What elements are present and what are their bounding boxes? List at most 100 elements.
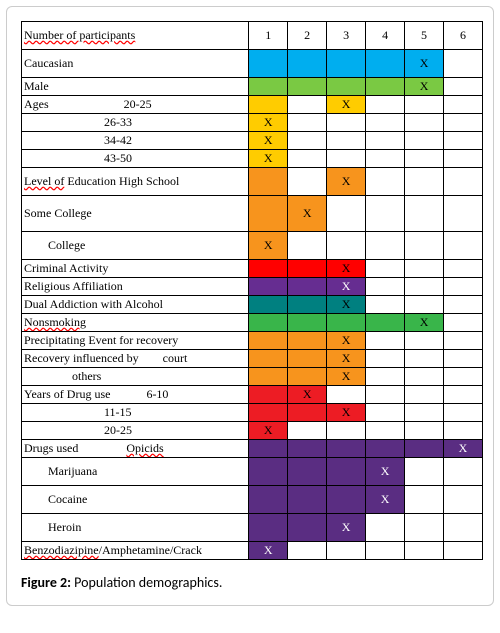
cell bbox=[366, 368, 405, 386]
cell bbox=[366, 542, 405, 560]
cell: X bbox=[444, 440, 483, 458]
cell bbox=[327, 422, 366, 440]
cell bbox=[288, 150, 327, 168]
row-label: 20-25 bbox=[22, 422, 249, 440]
cell bbox=[249, 96, 288, 114]
cell bbox=[444, 332, 483, 350]
cell bbox=[405, 386, 444, 404]
cell bbox=[249, 314, 288, 332]
cell: X bbox=[327, 368, 366, 386]
cell bbox=[327, 386, 366, 404]
cell: X bbox=[249, 232, 288, 260]
table-row: othersX bbox=[22, 368, 483, 386]
cell bbox=[405, 132, 444, 150]
cell bbox=[288, 50, 327, 78]
cell bbox=[366, 386, 405, 404]
cell bbox=[288, 368, 327, 386]
cell bbox=[288, 232, 327, 260]
table-row: 26-33X bbox=[22, 114, 483, 132]
cell: X bbox=[249, 150, 288, 168]
cell bbox=[249, 514, 288, 542]
cell: X bbox=[288, 386, 327, 404]
cell bbox=[327, 150, 366, 168]
cell bbox=[288, 260, 327, 278]
cell bbox=[366, 114, 405, 132]
cell bbox=[249, 50, 288, 78]
cell: X bbox=[405, 314, 444, 332]
cell bbox=[249, 486, 288, 514]
cell bbox=[288, 168, 327, 196]
cell: 4 bbox=[366, 22, 405, 50]
cell bbox=[366, 314, 405, 332]
cell bbox=[327, 50, 366, 78]
cell bbox=[327, 314, 366, 332]
cell: 5 bbox=[405, 22, 444, 50]
cell bbox=[366, 96, 405, 114]
cell bbox=[405, 422, 444, 440]
table-row: 20-25X bbox=[22, 422, 483, 440]
cell bbox=[366, 168, 405, 196]
cell bbox=[405, 368, 444, 386]
cell: X bbox=[249, 542, 288, 560]
row-label: Precipitating Event for recovery bbox=[22, 332, 249, 350]
table-row: 34-42X bbox=[22, 132, 483, 150]
table-row: Dual Addiction with AlcoholX bbox=[22, 296, 483, 314]
cell bbox=[405, 486, 444, 514]
table-row: MarijuanaX bbox=[22, 458, 483, 486]
cell bbox=[444, 114, 483, 132]
cell: X bbox=[249, 422, 288, 440]
cell bbox=[327, 132, 366, 150]
row-label: Heroin bbox=[22, 514, 249, 542]
cell bbox=[288, 404, 327, 422]
figure-card: Number of participants123456CaucasianXMa… bbox=[6, 6, 494, 606]
cell bbox=[288, 458, 327, 486]
cell bbox=[249, 404, 288, 422]
cell bbox=[444, 514, 483, 542]
cell bbox=[249, 296, 288, 314]
cell: X bbox=[327, 404, 366, 422]
cell: X bbox=[366, 486, 405, 514]
cell bbox=[249, 78, 288, 96]
cell bbox=[366, 350, 405, 368]
cell bbox=[366, 78, 405, 96]
cell bbox=[405, 404, 444, 422]
cell: X bbox=[327, 332, 366, 350]
cell bbox=[366, 232, 405, 260]
cell bbox=[444, 132, 483, 150]
cell bbox=[288, 314, 327, 332]
cell bbox=[249, 196, 288, 232]
cell bbox=[444, 150, 483, 168]
row-label: 26-33 bbox=[22, 114, 249, 132]
cell bbox=[444, 196, 483, 232]
row-label: Drugs used Opicids bbox=[22, 440, 249, 458]
cell bbox=[444, 260, 483, 278]
cell bbox=[366, 514, 405, 542]
table-row: MaleX bbox=[22, 78, 483, 96]
cell bbox=[327, 114, 366, 132]
table-row: Years of Drug use 6-10X bbox=[22, 386, 483, 404]
row-label: Male bbox=[22, 78, 249, 96]
cell bbox=[405, 232, 444, 260]
cell: X bbox=[405, 50, 444, 78]
cell bbox=[405, 440, 444, 458]
table-row: Drugs used Opicids X bbox=[22, 440, 483, 458]
cell bbox=[444, 96, 483, 114]
cell: 2 bbox=[288, 22, 327, 50]
cell: X bbox=[327, 260, 366, 278]
table-row: Religious Affiliation X bbox=[22, 278, 483, 296]
table-row: CocaineX bbox=[22, 486, 483, 514]
cell bbox=[405, 332, 444, 350]
row-label: Religious Affiliation bbox=[22, 278, 249, 296]
cell bbox=[327, 78, 366, 96]
cell bbox=[288, 278, 327, 296]
cell: 6 bbox=[444, 22, 483, 50]
row-label: Marijuana bbox=[22, 458, 249, 486]
cell bbox=[366, 332, 405, 350]
cell bbox=[405, 350, 444, 368]
cell bbox=[444, 296, 483, 314]
cell bbox=[288, 440, 327, 458]
cell: X bbox=[327, 278, 366, 296]
table-row: 11-15X bbox=[22, 404, 483, 422]
cell bbox=[444, 50, 483, 78]
row-label: Criminal Activity bbox=[22, 260, 249, 278]
